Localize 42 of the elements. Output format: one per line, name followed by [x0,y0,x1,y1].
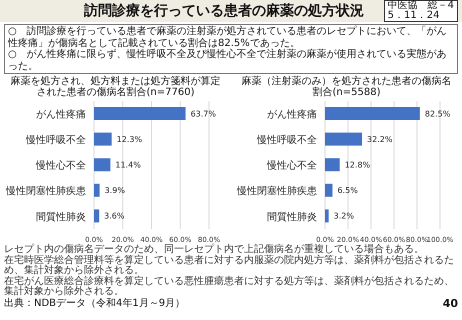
y-tick-label: 慢性閉塞性肺疾患 [236,185,317,198]
text: 在宅時医学総合管理料等を算定している患者に対する内服薬の院内処方等は、薬剤料が包括されるため、集計対象から除外される。 [4,254,455,276]
text: 在宅がん医療総合診療料を算定している悪性腫瘍患者に対する処方等は、薬剤料が包括されるため、集計対象から除外される。 [4,276,455,298]
y-tick-label: 慢性呼吸不全 [256,134,317,146]
data-label: 6.5% [337,186,358,196]
y-tick-label: 間質性肺炎 [36,210,86,223]
data-label: 12.3% [116,134,142,144]
data-label: 12.8% [344,160,371,170]
data-label: 3.6% [104,212,125,221]
y-tick-label: 慢性心不全 [35,160,86,172]
text: 訪問診療を行っている患者の麻薬の処方状況 [82,2,365,20]
bar [94,107,186,120]
data-label: 3.2% [334,212,354,221]
bar [325,209,329,222]
text: ○ 訪問診療を行っている患者で麻薬の注射薬が処方されている患者のレセプトにおいて、「がん性疼痛」が傷病名として記載されている割合は82.5%であった。 [8,26,448,48]
source-note: 出典：NDBデータ（令和4年1月～9月） [4,298,186,309]
y-tick-label: 間質性肺炎 [267,210,317,223]
data-label: 63.7% [190,109,216,118]
y-tick-label: 慢性呼吸不全 [25,134,86,146]
bar [325,107,420,120]
text: レセプト内の傷病名データのため、同一レセプト内で上記傷病名が重複している場合もある。 [4,244,425,255]
text: ○ がん性疼痛に限らず、慢性呼吸不全及び慢性心不全で注射薬の麻薬が使用されている実態があった。 [8,49,448,72]
bar [94,209,100,222]
chart-title: 麻薬（注射薬のみ）を処方された患者の傷病名割合(n=5588) [240,76,452,99]
bar [94,158,110,172]
y-tick-label: がん性疼痛 [267,108,317,120]
chart-title: 麻薬を処方され、処方料または処方箋料が算定された患者の傷病名割合(n=7760) [10,76,222,99]
bar [325,132,362,146]
data-label: 11.4% [115,160,142,170]
bar [94,132,112,146]
bar [94,184,100,197]
data-label: 3.9% [104,186,126,196]
text: 中医協 総－4 [388,0,454,11]
text: 5．11．24 [388,10,440,21]
y-tick-label: 慢性心不全 [266,160,317,172]
y-tick-label: 慢性閉塞性肺疾患 [5,185,86,198]
data-label: 82.5% [424,109,451,118]
bar [325,184,332,197]
bar [325,158,340,172]
y-tick-label: がん性疼痛 [36,108,86,120]
data-label: 32.2% [367,134,393,144]
text: 40 [442,296,458,310]
